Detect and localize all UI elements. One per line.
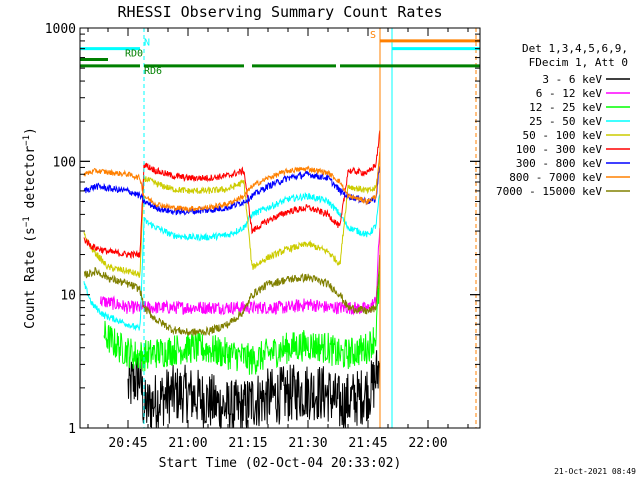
- y-tick-label: 10: [60, 289, 76, 304]
- y-tick-label: 100: [53, 155, 76, 170]
- y-tick-label: 1: [68, 422, 76, 437]
- legend-header: FDecim 1, Att 0: [529, 56, 628, 69]
- legend-label-6-12-kev: 6 - 12 keV: [536, 87, 603, 100]
- series-line-50-100-kev: [83, 158, 381, 278]
- legend-label-50-100-kev: 50 - 100 keV: [523, 129, 603, 142]
- series-line-12-25-kev: [103, 269, 381, 375]
- chart-title: RHESSI Observing Summary Count Rates: [117, 3, 442, 21]
- series-line-25-50-kev: [83, 192, 381, 332]
- y-axis: 1 10 100 1000: [45, 22, 480, 437]
- x-tick-label: 21:45: [348, 436, 387, 451]
- timestamp: 21-Oct-2021 08:49: [554, 467, 636, 476]
- x-tick-label: 22:00: [408, 436, 447, 451]
- flag-label-rd0: RD0: [125, 49, 143, 60]
- legend-header: Det 1,3,4,5,6,9,: [522, 42, 628, 55]
- flag-label-s: S: [370, 30, 376, 41]
- y-axis-label-mid: detector: [23, 146, 38, 217]
- series-line-100-300-kev: [83, 130, 381, 260]
- legend: Det 1,3,4,5,6,9,FDecim 1, Att 0 3 - 6 keV…: [496, 42, 630, 198]
- y-axis-label-main: Count Rate (s: [23, 227, 38, 329]
- series-line-3-6-kev: [127, 350, 381, 430]
- x-axis: 20:45 21:00 21:15 21:30 21:45 22:00: [87, 28, 469, 451]
- legend-label-7000-15000-kev: 7000 - 15000 keV: [496, 185, 602, 198]
- y-axis-label: Count Rate (s−1 detector−1): [22, 127, 38, 329]
- legend-label-100-300-kev: 100 - 300 keV: [516, 143, 602, 156]
- series-line-300-800-kev: [83, 166, 381, 216]
- y-tick-label: 1000: [45, 22, 76, 37]
- x-tick-label: 21:00: [168, 436, 207, 451]
- series-line-800-7000-kev: [83, 151, 381, 213]
- flag-label-n: N: [144, 38, 150, 49]
- legend-label-12-25-kev: 12 - 25 keV: [529, 101, 602, 114]
- x-axis-label: Start Time (02-Oct-04 20:33:02): [159, 456, 402, 471]
- series-line-7000-15000-kev: [83, 254, 381, 337]
- legend-label-3-6-kev: 3 - 6 keV: [542, 73, 602, 86]
- x-tick-label: 20:45: [108, 436, 147, 451]
- legend-label-25-50-kev: 25 - 50 keV: [529, 115, 602, 128]
- legend-label-300-800-kev: 300 - 800 keV: [516, 157, 602, 170]
- plot-frame: [79, 27, 481, 429]
- y-axis-label-sup1: −1: [22, 216, 32, 227]
- flag-label-rd6: RD6: [144, 66, 162, 77]
- x-tick-label: 21:30: [288, 436, 327, 451]
- y-axis-label-end: ): [23, 127, 38, 135]
- y-axis-label-sup2: −1: [22, 135, 32, 146]
- x-tick-label: 21:15: [228, 436, 267, 451]
- legend-label-800-7000-kev: 800 - 7000 keV: [509, 171, 602, 184]
